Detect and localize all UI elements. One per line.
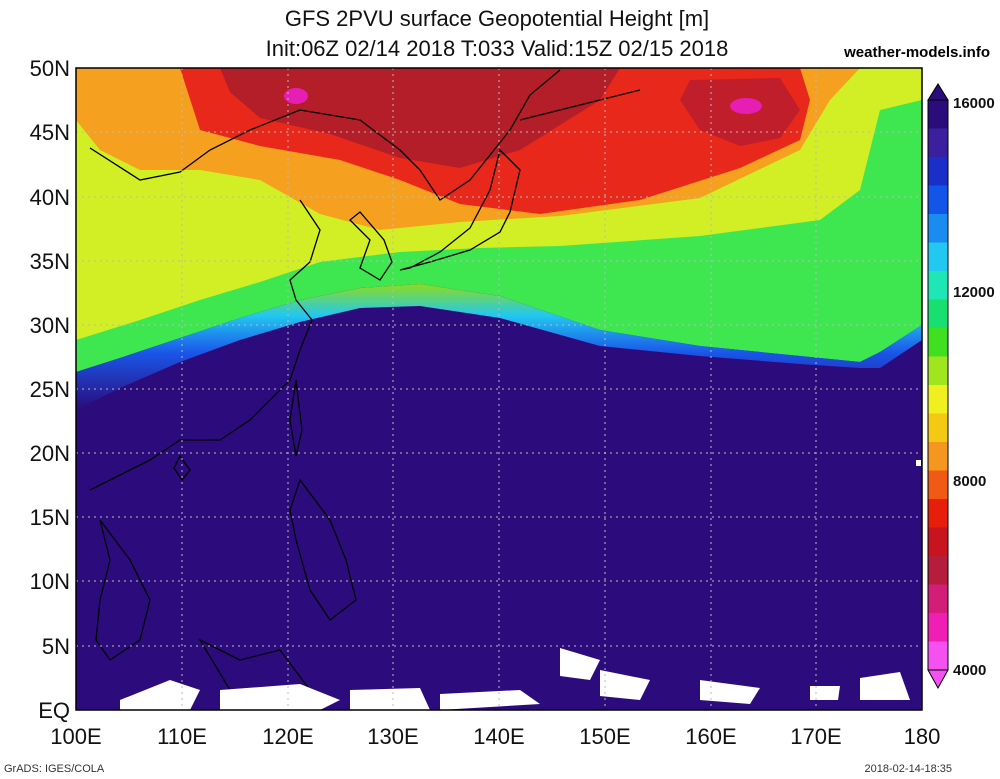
lat-label: 40N [30, 185, 70, 210]
colorbar-swatch [928, 128, 948, 158]
footer-timestamp: 2018-02-14-18:35 [864, 763, 952, 775]
map-frame [75, 67, 923, 711]
colorbar-top-arrow [927, 83, 949, 101]
colorbar-swatch [928, 214, 948, 243]
field-darkred-zone [220, 68, 620, 168]
colorbar-label: 4000 [953, 662, 986, 679]
field-minimum-east [730, 98, 762, 114]
colorbar-swatch [928, 242, 948, 272]
lon-axis: 100E 110E 120E 130E 140E 150E 160E 170E … [50, 724, 940, 749]
lon-label: 120E [262, 724, 313, 749]
colorbar-swatch [928, 641, 948, 671]
colorbar-swatch [928, 470, 948, 500]
lon-label: 100E [50, 724, 101, 749]
footer-credit: GrADS: IGES/COLA [4, 763, 105, 775]
colorbar-swatch [928, 584, 948, 614]
lon-label: 110E [157, 724, 207, 749]
colorbar-bottom-arrow [927, 669, 949, 690]
colorbar-swatch [928, 413, 948, 443]
lat-label: 50N [30, 56, 70, 81]
colorbar-swatch [928, 499, 948, 528]
colorbar-swatch [928, 157, 948, 186]
colorbar-swatch [928, 100, 948, 129]
colorbar-swatch [928, 527, 948, 557]
lat-label: 35N [30, 249, 70, 274]
lon-label: 160E [685, 724, 736, 749]
lat-label: 10N [30, 569, 70, 594]
lat-label: 20N [30, 441, 70, 466]
lat-axis: 50N 45N 40N 35N 30N 25N 20N 15N 10N 5N E… [30, 56, 70, 723]
lon-label: 130E [367, 724, 418, 749]
lon-label: 150E [579, 724, 630, 749]
colorbar-swatch [928, 613, 948, 642]
lon-label: 170E [790, 724, 841, 749]
colorbar: 16000 12000 8000 4000 [927, 83, 995, 690]
colorbar-label: 12000 [953, 284, 995, 301]
colorbar-label: 8000 [953, 473, 986, 490]
colorbar-swatch [928, 299, 948, 329]
colorbar-label: 16000 [953, 95, 995, 112]
lat-label: 45N [30, 120, 70, 145]
colorbar-swatch [928, 185, 948, 215]
colorbar-swatch [928, 328, 948, 357]
lat-lon-gridlines [76, 68, 922, 710]
lon-label: 180 [904, 724, 941, 749]
chart-title: GFS 2PVU surface Geopotential Height [m] [284, 6, 710, 31]
colorbar-swatch [928, 442, 948, 471]
chart-subtitle: Init:06Z 02/14 2018 T:033 Valid:15Z 02/1… [265, 36, 729, 61]
lat-label: 30N [30, 313, 70, 338]
lat-label: EQ [38, 698, 70, 723]
colorbar-swatch [928, 385, 948, 414]
colorbar-swatch [928, 556, 948, 585]
missing-data-patches [120, 460, 921, 710]
lat-label: 25N [30, 377, 70, 402]
colorbar-swatches [927, 99, 949, 671]
map-plot-area [75, 67, 923, 711]
coastlines [89, 69, 641, 701]
field-minimum-west [284, 88, 308, 104]
lat-label: 15N [30, 505, 70, 530]
source-watermark: weather-models.info [844, 44, 990, 61]
colorbar-swatch [928, 356, 948, 386]
colorbar-swatch [928, 271, 948, 300]
lat-label: 5N [42, 634, 70, 659]
lon-label: 140E [473, 724, 524, 749]
